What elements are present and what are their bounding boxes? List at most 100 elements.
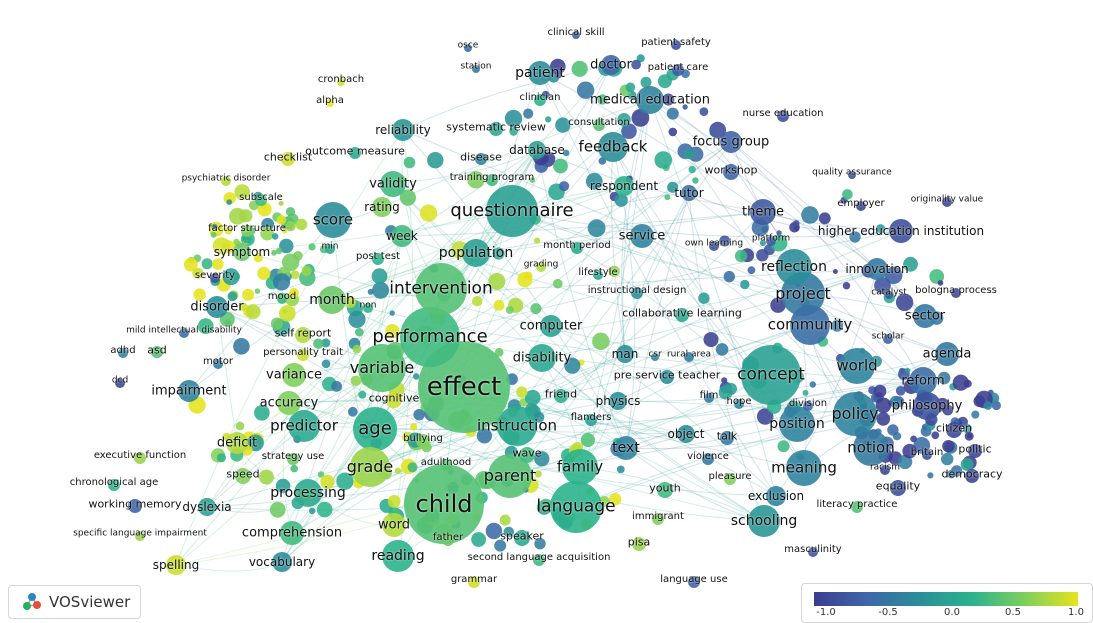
term-node[interactable] xyxy=(942,440,955,453)
term-node[interactable] xyxy=(270,317,283,330)
term-node[interactable] xyxy=(849,231,861,243)
vosviewer-logo[interactable]: VOSviewer xyxy=(8,585,141,619)
term-node-l77[interactable] xyxy=(528,344,556,372)
term-node-l103[interactable] xyxy=(677,425,695,443)
term-node[interactable] xyxy=(350,375,361,386)
term-node-l43[interactable] xyxy=(766,236,776,246)
term-node[interactable] xyxy=(229,207,246,225)
term-node-l18[interactable] xyxy=(720,131,742,153)
term-node-l83[interactable] xyxy=(660,370,674,384)
term-node[interactable] xyxy=(873,384,887,398)
term-node-l118[interactable] xyxy=(786,450,822,486)
term-node[interactable] xyxy=(889,395,902,408)
term-node[interactable] xyxy=(709,130,716,136)
term-node-l68[interactable] xyxy=(400,307,460,367)
term-node-l122[interactable] xyxy=(724,473,736,485)
term-node-l5[interactable] xyxy=(528,61,552,85)
term-node[interactable] xyxy=(802,389,809,396)
term-node[interactable] xyxy=(942,404,954,416)
term-node-l106[interactable] xyxy=(853,430,889,466)
term-node-l51[interactable] xyxy=(210,273,220,283)
term-node[interactable] xyxy=(719,235,731,247)
term-node[interactable] xyxy=(271,233,279,240)
term-node-l8[interactable] xyxy=(337,78,345,86)
term-node[interactable] xyxy=(625,82,636,93)
term-node[interactable] xyxy=(553,158,568,174)
term-node[interactable] xyxy=(662,93,675,106)
term-node[interactable] xyxy=(242,288,255,301)
term-node-l98[interactable] xyxy=(353,407,397,451)
term-node[interactable] xyxy=(254,405,270,421)
term-node[interactable] xyxy=(309,507,316,515)
term-node[interactable] xyxy=(592,332,610,350)
term-node[interactable] xyxy=(899,367,905,374)
term-node[interactable] xyxy=(614,193,628,207)
term-node-l45[interactable] xyxy=(462,239,490,267)
term-node-l104[interactable] xyxy=(720,431,734,445)
term-node[interactable] xyxy=(427,152,444,169)
term-node[interactable] xyxy=(222,268,240,286)
term-node[interactable] xyxy=(499,514,511,526)
term-node-l100[interactable] xyxy=(779,406,815,442)
term-node-l78[interactable] xyxy=(358,344,406,392)
term-node-l145[interactable] xyxy=(272,552,292,572)
term-node[interactable] xyxy=(631,109,650,127)
term-node[interactable] xyxy=(950,465,963,477)
term-node-l146[interactable] xyxy=(468,576,480,588)
term-node-l129[interactable] xyxy=(198,498,216,516)
term-node-l125[interactable] xyxy=(294,479,322,507)
term-node-l41[interactable] xyxy=(571,242,583,254)
term-node[interactable] xyxy=(617,113,631,127)
term-node-l138[interactable] xyxy=(514,530,530,546)
term-node-l93[interactable] xyxy=(803,401,813,411)
term-node-l64[interactable] xyxy=(295,327,311,343)
term-node[interactable] xyxy=(467,171,485,189)
term-node-l46[interactable] xyxy=(372,253,384,265)
term-node-l89[interactable] xyxy=(704,393,714,403)
term-node[interactable] xyxy=(234,184,250,200)
term-node[interactable] xyxy=(698,292,710,304)
term-node[interactable] xyxy=(580,432,596,448)
term-node-l140[interactable] xyxy=(632,537,646,551)
term-node[interactable] xyxy=(530,303,542,315)
term-node-l6[interactable] xyxy=(601,55,621,75)
term-node[interactable] xyxy=(770,297,786,313)
term-node[interactable] xyxy=(555,117,571,133)
term-node[interactable] xyxy=(313,338,324,349)
term-node[interactable] xyxy=(793,225,800,231)
term-node-l33[interactable] xyxy=(856,201,866,211)
term-node-l26[interactable] xyxy=(614,176,634,196)
term-node[interactable] xyxy=(539,498,553,513)
term-node[interactable] xyxy=(913,437,931,454)
term-node[interactable] xyxy=(587,219,606,238)
term-node[interactable] xyxy=(516,386,528,398)
term-node-l1[interactable] xyxy=(572,31,580,39)
term-node[interactable] xyxy=(285,221,296,232)
term-node-l136[interactable] xyxy=(748,505,780,537)
term-node-l105[interactable] xyxy=(416,434,430,448)
term-node[interactable] xyxy=(892,432,902,441)
term-node[interactable] xyxy=(553,278,563,289)
term-node[interactable] xyxy=(699,107,709,116)
term-node[interactable] xyxy=(927,472,934,479)
term-node[interactable] xyxy=(273,273,291,291)
term-node-l99[interactable] xyxy=(497,406,537,446)
term-node[interactable] xyxy=(809,381,816,388)
term-node-l57[interactable] xyxy=(277,294,287,304)
term-node[interactable] xyxy=(759,239,767,247)
term-node-l50[interactable] xyxy=(593,270,603,280)
term-node[interactable] xyxy=(952,374,969,391)
term-node[interactable] xyxy=(279,305,296,322)
term-node[interactable] xyxy=(336,472,354,490)
term-node-l9[interactable] xyxy=(326,99,334,107)
term-node[interactable] xyxy=(664,194,671,201)
term-node[interactable] xyxy=(902,443,917,459)
term-node[interactable] xyxy=(585,172,603,190)
term-node[interactable] xyxy=(616,465,625,474)
term-node[interactable] xyxy=(290,270,300,280)
term-node-l81[interactable] xyxy=(115,378,125,388)
term-node-l67[interactable] xyxy=(883,334,893,344)
term-node-l130[interactable] xyxy=(404,464,484,544)
term-node[interactable] xyxy=(666,107,679,120)
